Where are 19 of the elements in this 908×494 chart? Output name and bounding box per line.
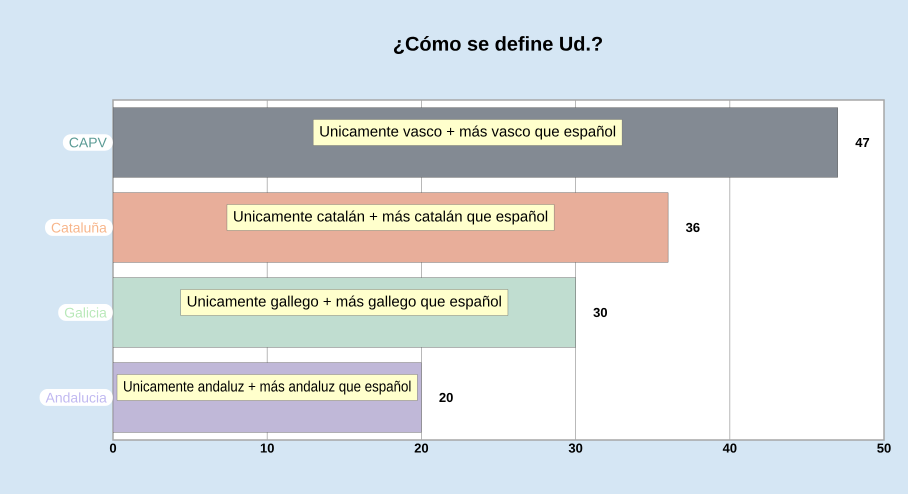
x-tick-label: 50 xyxy=(877,444,891,453)
x-tick-label: 20 xyxy=(414,444,428,453)
data-label: 47 xyxy=(855,138,870,147)
x-tick-label: 0 xyxy=(110,444,116,453)
x-tick-label: 40 xyxy=(722,444,736,453)
data-label: 30 xyxy=(593,308,607,318)
annotation: Unicamente catalán + más catalán que español xyxy=(234,210,548,225)
annotation: Unicamente andaluz + más andaluz que español xyxy=(124,380,410,395)
annotation: Unicamente gallego + más gallego que español xyxy=(188,295,501,310)
y-tick-label: CAPV xyxy=(70,138,107,148)
data-label: 36 xyxy=(686,222,700,232)
annotation: Unicamente vasco + más vasco que español xyxy=(320,125,616,140)
data-label: 20 xyxy=(439,392,453,402)
x-tick-label: 30 xyxy=(568,444,582,453)
y-tick-label: Cataluña xyxy=(52,222,107,233)
chart-title: ¿Cómo se define Ud.? xyxy=(394,36,602,54)
y-tick-label: Andalucia xyxy=(46,392,107,403)
y-tick-label: Galicia xyxy=(64,307,107,318)
x-tick-label: 10 xyxy=(260,444,274,453)
